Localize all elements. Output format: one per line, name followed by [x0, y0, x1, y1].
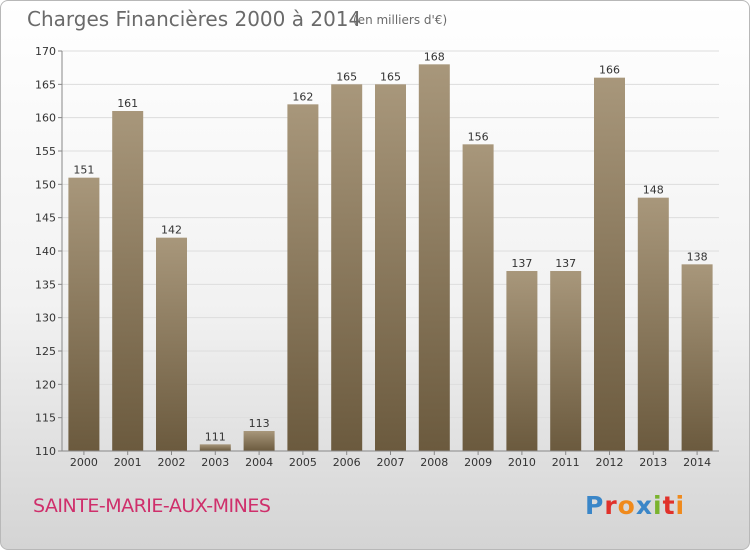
bar: [594, 77, 625, 452]
logo-letter: P: [585, 491, 605, 520]
bar-value-label: 156: [468, 130, 489, 143]
y-tick-label: 125: [35, 345, 56, 358]
y-tick-label: 110: [35, 445, 56, 458]
y-tick-label: 145: [35, 212, 56, 225]
bar: [156, 237, 187, 451]
x-tick-label: 2014: [683, 456, 711, 469]
y-tick-label: 165: [35, 78, 56, 91]
bar: [68, 177, 100, 451]
x-tick-label: 2001: [114, 456, 142, 469]
bar-value-label: 162: [292, 90, 313, 103]
logo-letter: r: [604, 491, 618, 520]
bar: [550, 271, 582, 451]
chart-title: Charges Financières 2000 à 2014: [27, 7, 362, 31]
logo-letter: x: [635, 491, 653, 520]
bar: [418, 64, 450, 452]
logo-letter: o: [617, 491, 636, 520]
bar-value-label: 165: [336, 70, 357, 83]
bar-value-label: 168: [424, 50, 445, 63]
y-tick-label: 150: [35, 178, 56, 191]
y-tick-label: 170: [35, 45, 56, 58]
y-tick-label: 160: [35, 112, 56, 125]
x-tick-label: 2005: [289, 456, 317, 469]
bar-value-label: 142: [161, 224, 182, 237]
chart-units: (en milliers d'€): [353, 13, 448, 27]
x-tick-label: 2008: [420, 456, 448, 469]
logo-letter: t: [662, 491, 676, 520]
x-tick-label: 2009: [464, 456, 492, 469]
y-tick-label: 115: [35, 412, 56, 425]
labels: 110 115 120 125 130 135 140 145 150 155 160 165 170 1…: [35, 45, 711, 469]
y-tick-label: 120: [35, 378, 56, 391]
bar: [112, 111, 144, 451]
x-tick-label: 2006: [333, 456, 361, 469]
axes: [58, 50, 719, 455]
x-tick-label: 2007: [377, 456, 405, 469]
y-tick-label: 135: [35, 278, 56, 291]
bar: [199, 444, 231, 451]
bar-value-label: 165: [380, 70, 401, 83]
x-tick-label: 2003: [201, 456, 229, 469]
bar-value-label: 137: [511, 257, 532, 270]
logo-letter: i: [675, 491, 686, 520]
bar-value-label: 148: [643, 184, 664, 197]
x-tick-label: 2000: [70, 456, 98, 469]
bar-value-label: 161: [117, 97, 138, 110]
bar-value-label: 111: [205, 430, 226, 443]
x-tick-label: 2012: [596, 456, 624, 469]
commune-name: SAINTE-MARIE-AUX-MINES: [33, 495, 271, 517]
bar-value-label: 166: [599, 64, 620, 77]
x-tick-label: 2002: [158, 456, 186, 469]
bar-value-label: 138: [687, 250, 708, 263]
logo-letter: i: [653, 491, 663, 520]
bar-value-label: 113: [249, 417, 270, 430]
x-tick-label: 2004: [245, 456, 273, 469]
bar: [681, 264, 713, 451]
x-tick-label: 2010: [508, 456, 536, 469]
bar: [375, 84, 406, 451]
bar-value-label: 137: [555, 257, 576, 270]
bars: [68, 64, 713, 452]
y-tick-label: 155: [35, 145, 56, 158]
y-tick-label: 140: [35, 245, 56, 258]
bar: [243, 431, 275, 451]
x-tick-label: 2013: [639, 456, 667, 469]
y-tick-label: 130: [35, 312, 56, 325]
x-tick-label: 2011: [552, 456, 580, 469]
bar: [462, 144, 494, 452]
bar: [287, 104, 319, 451]
bar-value-label: 151: [73, 164, 94, 177]
bar: [637, 197, 669, 451]
bar: [331, 84, 363, 451]
bar: [506, 271, 538, 451]
proxiti-logo: Proxiti: [585, 491, 685, 520]
